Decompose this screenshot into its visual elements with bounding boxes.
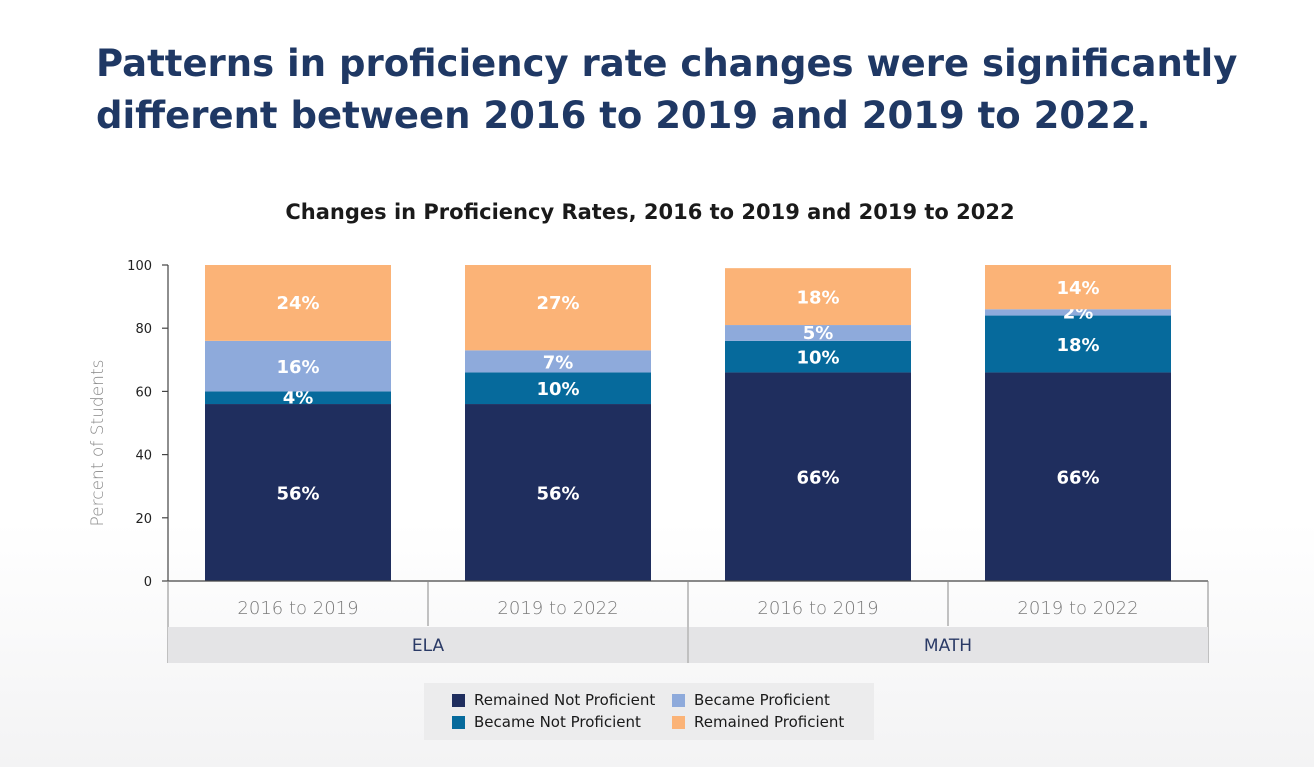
bar-segment-became-proficient <box>205 340 391 392</box>
data-label: 66% <box>796 468 839 489</box>
legend-label: Remained Proficient <box>694 713 845 731</box>
bar-segment-remained-proficient <box>985 265 1171 310</box>
bar-segment-remained-proficient <box>725 268 911 326</box>
x-tick-label: 2019 to 2022 <box>497 598 618 619</box>
data-label: 4% <box>283 388 314 409</box>
legend-label: Remained Not Proficient <box>474 691 656 709</box>
legend-item: Remained Proficient <box>672 713 844 731</box>
bar-segment-remained-proficient <box>465 265 651 351</box>
bar-segment-remained-proficient <box>205 265 391 341</box>
legend-item: Became Proficient <box>672 691 830 709</box>
legend-swatch <box>672 693 685 707</box>
data-label: 24% <box>276 293 319 314</box>
y-tick-label: 100 <box>127 259 152 274</box>
bar-segment-became-proficient <box>985 309 1171 316</box>
data-label: 10% <box>536 379 579 400</box>
x-group-band <box>168 627 687 663</box>
bar-segment-remained-not-proficient <box>985 372 1171 581</box>
x-group-label: MATH <box>924 636 972 656</box>
y-tick-label: 0 <box>144 575 152 590</box>
data-label: 66% <box>1056 468 1099 489</box>
x-group-label: ELA <box>412 636 445 656</box>
legend-swatch <box>452 715 465 729</box>
y-tick-label: 80 <box>135 322 152 337</box>
legend-label: Became Not Proficient <box>474 713 641 731</box>
data-label: 27% <box>536 293 579 314</box>
bar-segment-became-not-proficient <box>725 340 911 373</box>
data-label: 56% <box>276 484 319 505</box>
legend-swatch <box>672 715 685 729</box>
slide-title: Patterns in proficiency rate changes wer… <box>96 42 1238 137</box>
x-tick-label: 2016 to 2019 <box>757 598 878 619</box>
legend-label: Became Proficient <box>694 691 830 709</box>
bar-segment-became-not-proficient <box>985 315 1171 373</box>
y-axis-title: Percent of Students <box>88 360 108 527</box>
data-label: 14% <box>1056 278 1099 299</box>
legend-item: Became Not Proficient <box>452 713 641 731</box>
legend-item: Remained Not Proficient <box>452 691 655 709</box>
bar-segment-became-not-proficient <box>205 391 391 405</box>
bar-segment-became-proficient <box>725 325 911 341</box>
data-label: 10% <box>796 348 839 369</box>
y-tick-label: 40 <box>135 449 152 464</box>
legend-swatch <box>452 693 465 707</box>
bar-segment-remained-not-proficient <box>465 404 651 581</box>
x-tick-label: 2019 to 2022 <box>1017 598 1138 619</box>
bar-segment-remained-not-proficient <box>725 372 911 581</box>
data-label: 16% <box>276 357 319 378</box>
bar-segment-became-proficient <box>465 350 651 373</box>
data-label: 18% <box>796 288 839 309</box>
x-group-band <box>689 627 1208 663</box>
chart-legend: Remained Not Proficient Became Proficient… <box>424 683 874 740</box>
bar-segment-became-not-proficient <box>465 372 651 405</box>
bar-segment-remained-not-proficient <box>205 404 391 581</box>
data-label: 5% <box>803 323 834 344</box>
x-tick-label: 2016 to 2019 <box>237 598 358 619</box>
data-label: 18% <box>1056 335 1099 356</box>
y-tick-label: 60 <box>135 385 152 400</box>
data-label: 7% <box>543 352 574 373</box>
chart-title: Changes in Proficiency Rates, 2016 to 20… <box>285 200 1015 224</box>
data-label: 56% <box>536 484 579 505</box>
y-tick-label: 20 <box>135 512 152 527</box>
